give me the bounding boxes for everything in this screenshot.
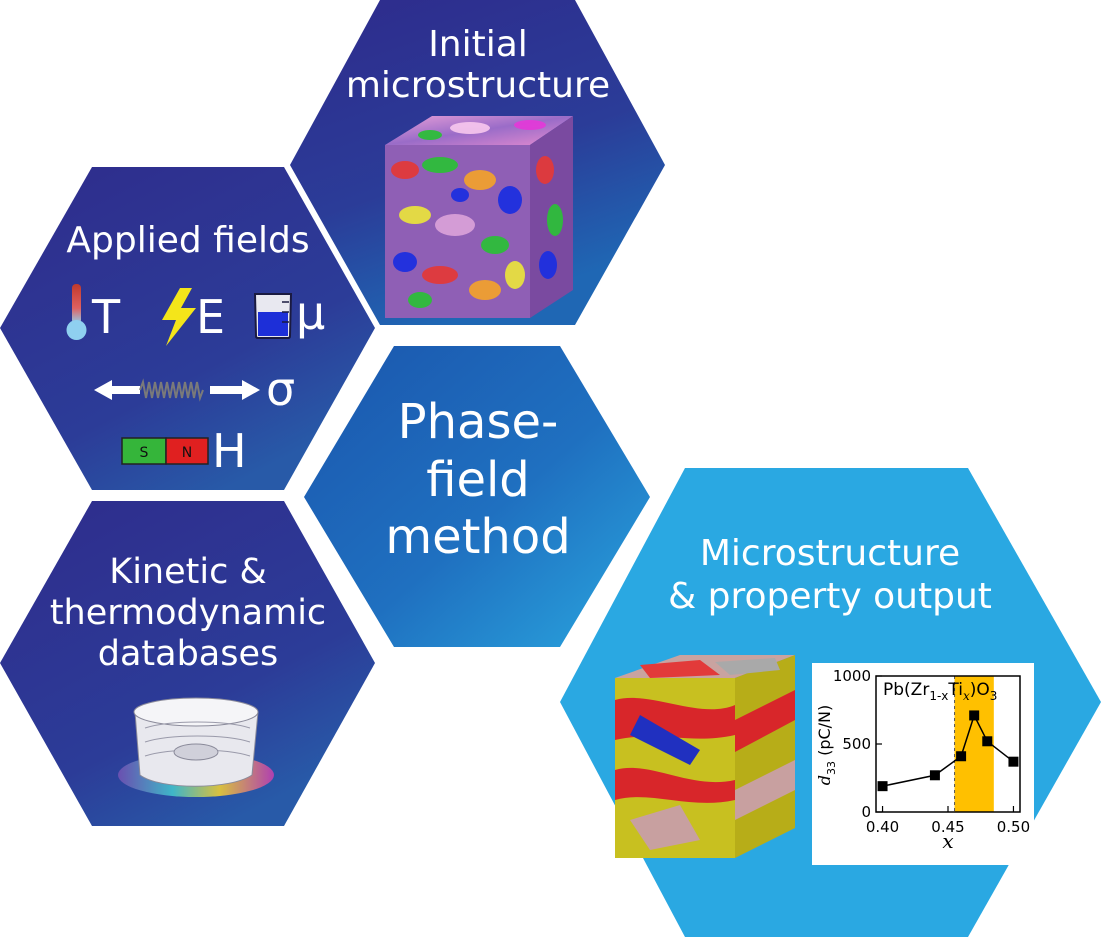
phase-field-title: Phase- field method (330, 394, 626, 567)
output-title-line1: Microstructure (699, 533, 961, 574)
output-title-line2: & property output (668, 576, 992, 618)
output-microstructure-cube (615, 655, 795, 858)
y-tick-label: 500 (842, 735, 871, 753)
phase-field-title-line1: Phase- (397, 394, 559, 450)
lightning-icon (162, 288, 196, 346)
kinetic-title-line2: thermodynamic (49, 592, 327, 633)
data-point (929, 770, 940, 781)
hex-kinetic-databases (0, 501, 375, 826)
kinetic-title: Kinetic & thermodynamic databases (20, 552, 356, 675)
x-tick-label: 0.40 (866, 818, 899, 836)
spring-arrow-icon (94, 378, 260, 402)
magnet-north-label: N (182, 445, 192, 461)
beaker-icon (253, 293, 293, 339)
free-energy-surface (118, 697, 274, 797)
initial-title-line2: microstructure (345, 65, 611, 107)
x-tick-label: 0.45 (931, 818, 964, 836)
initial-title-line1: Initial (428, 24, 528, 65)
data-point (877, 781, 888, 792)
data-point (969, 710, 980, 721)
kinetic-title-line3: databases (97, 633, 279, 674)
y-tick-label: 0 (861, 803, 871, 821)
magnet-icon: S N (121, 437, 209, 465)
y-tick-label: 1000 (833, 667, 871, 685)
data-point (956, 751, 967, 762)
phase-field-title-line2: field (426, 451, 530, 508)
temperature-symbol: T (92, 290, 121, 344)
phase-field-title-line3: method (385, 509, 571, 566)
electric-field-symbol: E (196, 290, 226, 344)
chart-title: Pb(Zr1-xTix)O3 (883, 680, 997, 703)
output-title: Microstructure & property output (620, 532, 1040, 618)
hex-applied-fields (0, 167, 375, 490)
thermometer-icon (66, 284, 87, 340)
magnetic-field-symbol: H (212, 424, 247, 478)
initial-title: Initial microstructure (300, 24, 656, 106)
x-axis-label: x (942, 829, 953, 853)
data-point (1008, 756, 1019, 767)
chart-background (812, 663, 1034, 865)
chemical-potential-symbol: μ (296, 286, 326, 340)
hex-phase-field (304, 346, 650, 647)
kinetic-title-line1: Kinetic & (109, 552, 267, 592)
data-point (982, 736, 993, 747)
magnet-south-label: S (140, 445, 149, 461)
x-tick-label: 0.50 (997, 818, 1030, 836)
applied-fields-title: Applied fields (66, 220, 310, 261)
y-axis-label: d33 (pC/N) (815, 705, 838, 786)
stress-symbol: σ (266, 362, 296, 416)
initial-microstructure-cube (385, 116, 573, 318)
